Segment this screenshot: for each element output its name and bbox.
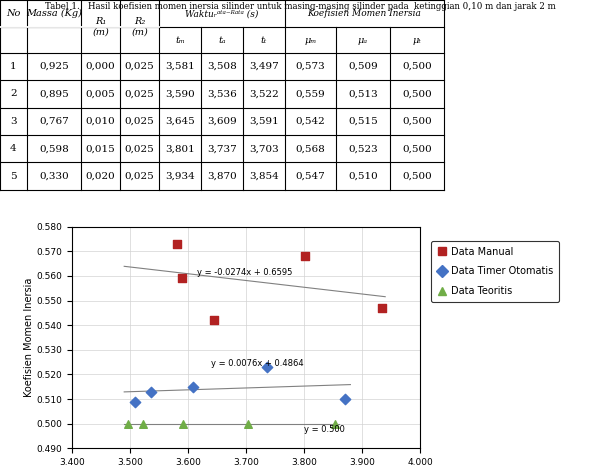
Point <box>188 383 198 390</box>
Text: 0,500: 0,500 <box>402 171 432 181</box>
Text: Koefisien Momen Inersia: Koefisien Momen Inersia <box>308 9 421 18</box>
Text: 0,500: 0,500 <box>402 62 432 71</box>
Text: 3,934: 3,934 <box>165 171 195 181</box>
Text: 3,801: 3,801 <box>165 144 195 153</box>
Point <box>146 388 155 396</box>
Text: 3,609: 3,609 <box>207 117 237 126</box>
Text: 0,547: 0,547 <box>296 171 325 181</box>
Text: y = -0.0274x + 0.6595: y = -0.0274x + 0.6595 <box>197 268 292 277</box>
Text: tₜ: tₜ <box>261 35 267 45</box>
Text: R₂
(m): R₂ (m) <box>131 17 148 36</box>
Point <box>243 420 253 428</box>
Text: 3,737: 3,737 <box>207 144 237 153</box>
Text: 0,598: 0,598 <box>39 144 69 153</box>
Text: 3,870: 3,870 <box>207 171 237 181</box>
Text: 3,590: 3,590 <box>165 89 195 99</box>
Text: 0,500: 0,500 <box>402 144 432 153</box>
Point <box>209 316 219 324</box>
Y-axis label: Koefisien Momen Inersia: Koefisien Momen Inersia <box>23 278 34 397</box>
Text: 0,025: 0,025 <box>125 117 154 126</box>
Text: No: No <box>7 9 20 18</box>
Text: 2: 2 <box>10 89 17 99</box>
Text: 0,005: 0,005 <box>86 89 115 99</box>
Text: 1: 1 <box>10 62 17 71</box>
Text: 0,000: 0,000 <box>86 62 115 71</box>
Text: tₐ: tₐ <box>218 35 226 45</box>
Text: 0,500: 0,500 <box>402 89 432 99</box>
Text: Tabel 1.   Hasil koefisien momen inersia silinder untuk masing-masing silinder p: Tabel 1. Hasil koefisien momen inersia s… <box>44 2 556 11</box>
Point <box>331 420 340 428</box>
Text: 3,536: 3,536 <box>207 89 237 99</box>
Text: 3,508: 3,508 <box>207 62 237 71</box>
Point <box>263 363 272 371</box>
Text: 0,542: 0,542 <box>296 117 325 126</box>
Point <box>300 253 310 260</box>
Point <box>138 420 148 428</box>
Text: 0,020: 0,020 <box>86 171 115 181</box>
Text: 4: 4 <box>10 144 17 153</box>
Text: 3,703: 3,703 <box>249 144 279 153</box>
Text: 0,515: 0,515 <box>348 117 378 126</box>
Point <box>178 420 188 428</box>
Text: 0,513: 0,513 <box>348 89 378 99</box>
Text: 0,010: 0,010 <box>86 117 115 126</box>
Point <box>172 240 182 248</box>
Text: μₘ: μₘ <box>304 35 317 45</box>
Text: 0,330: 0,330 <box>39 171 69 181</box>
Text: y = 0.500: y = 0.500 <box>304 425 345 434</box>
Text: 0,510: 0,510 <box>348 171 378 181</box>
Text: y = 0.0076x + 0.4864: y = 0.0076x + 0.4864 <box>211 359 304 368</box>
Point <box>130 398 139 405</box>
Text: 3,581: 3,581 <box>165 62 195 71</box>
Text: R₁
(m): R₁ (m) <box>92 17 109 36</box>
Text: 0,025: 0,025 <box>125 89 154 99</box>
Text: 0,025: 0,025 <box>125 171 154 181</box>
Legend: Data Manual, Data Timer Otomatis, Data Teoritis: Data Manual, Data Timer Otomatis, Data T… <box>431 241 559 302</box>
Text: 0,025: 0,025 <box>125 62 154 71</box>
Text: 0,568: 0,568 <box>296 144 325 153</box>
Text: 5: 5 <box>10 171 17 181</box>
Text: 0,015: 0,015 <box>86 144 115 153</box>
Text: 0,767: 0,767 <box>39 117 69 126</box>
Text: 0,559: 0,559 <box>296 89 325 99</box>
Point <box>178 275 187 282</box>
Text: 0,573: 0,573 <box>296 62 325 71</box>
Text: 0,895: 0,895 <box>39 89 69 99</box>
Text: Massa (Kg): Massa (Kg) <box>26 9 82 18</box>
Point <box>340 396 349 403</box>
Text: 3,591: 3,591 <box>249 117 279 126</box>
Text: μₐ: μₐ <box>358 35 368 45</box>
Text: 0,025: 0,025 <box>125 144 154 153</box>
Text: 0,523: 0,523 <box>348 144 378 153</box>
Text: 0,925: 0,925 <box>39 62 69 71</box>
Point <box>124 420 133 428</box>
Text: 0,500: 0,500 <box>402 117 432 126</box>
Text: 3,497: 3,497 <box>249 62 279 71</box>
Text: tₘ: tₘ <box>175 35 185 45</box>
Text: 3: 3 <box>10 117 17 126</box>
Text: 3,854: 3,854 <box>249 171 279 181</box>
Text: Waktuᵣᵃᵗᵃ⁻ᴿᵃᵗᵃ (s): Waktuᵣᵃᵗᵃ⁻ᴿᵃᵗᵃ (s) <box>185 9 259 18</box>
Point <box>377 304 386 312</box>
Text: 0,509: 0,509 <box>348 62 378 71</box>
Text: 3,522: 3,522 <box>249 89 279 99</box>
Text: μₜ: μₜ <box>413 35 421 45</box>
Text: 3,645: 3,645 <box>165 117 195 126</box>
